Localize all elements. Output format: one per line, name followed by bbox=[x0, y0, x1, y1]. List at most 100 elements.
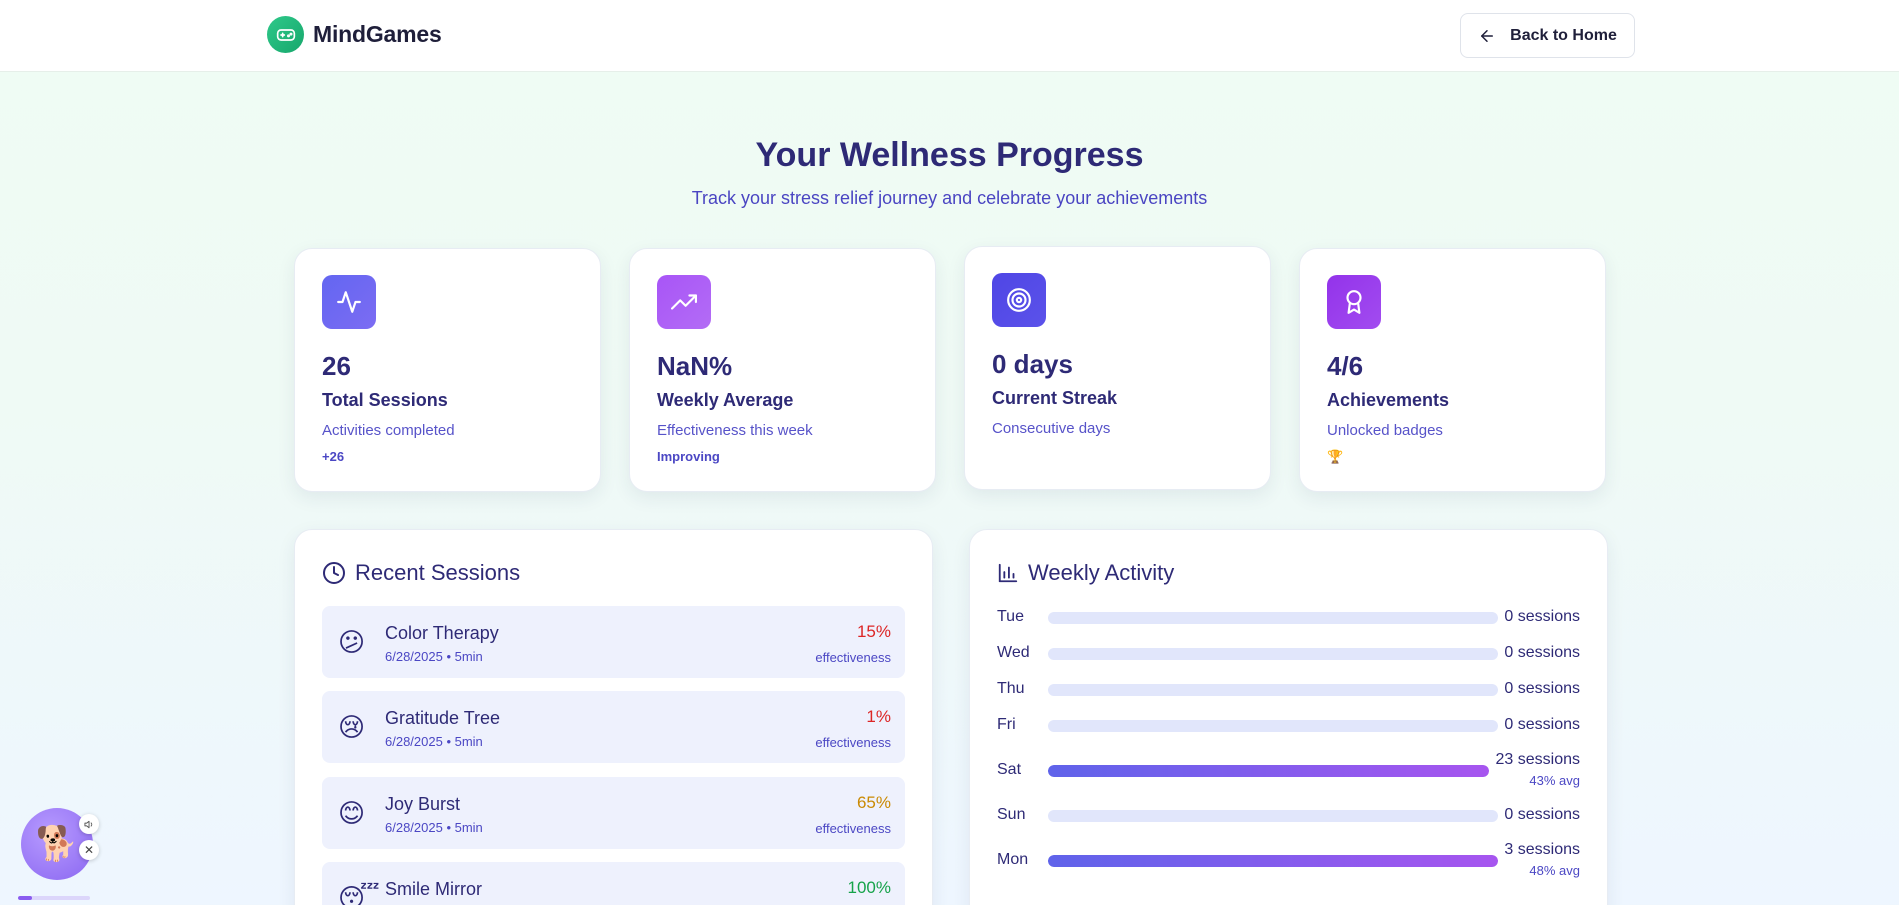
close-icon[interactable]: ✕ bbox=[79, 840, 99, 860]
recent-sessions-heading: Recent Sessions bbox=[355, 560, 521, 585]
brand[interactable]: MindGames bbox=[267, 16, 442, 53]
day-row: Wed 0 sessions bbox=[997, 644, 1580, 664]
activity-icon bbox=[322, 275, 376, 329]
weekly-activity-heading: Weekly Activity bbox=[1028, 560, 1175, 585]
day-row: Tue 0 sessions bbox=[997, 608, 1580, 628]
stat-description: Effectiveness this week bbox=[657, 422, 813, 439]
mood-emoji: 😕 bbox=[338, 627, 366, 657]
companion-progress-fill bbox=[18, 896, 33, 900]
stat-label: Total Sessions bbox=[322, 390, 448, 410]
stat-value: 0 days bbox=[992, 349, 1073, 379]
day-session-count: 0 sessions bbox=[1504, 608, 1580, 625]
day-row: Sun 0 sessions bbox=[997, 806, 1580, 826]
activity-bar-fill bbox=[1048, 765, 1489, 777]
day-row: Thu 0 sessions bbox=[997, 680, 1580, 700]
day-session-count: 0 sessions bbox=[1504, 644, 1580, 661]
stat-label: Weekly Average bbox=[657, 390, 794, 410]
mood-emoji: 😊 bbox=[338, 798, 366, 828]
activity-bar-track bbox=[1048, 720, 1498, 732]
day-average: 48% avg bbox=[1529, 863, 1580, 878]
session-effectiveness: 15% bbox=[856, 622, 891, 641]
weekly-activity-panel: Weekly Activity Tue 0 sessions Wed 0 ses… bbox=[969, 529, 1608, 905]
day-session-count: 0 sessions bbox=[1504, 680, 1580, 697]
stat-description: Unlocked badges bbox=[1327, 422, 1443, 439]
recent-sessions-panel: Recent Sessions 😕 Color Therapy 6/28/202… bbox=[294, 529, 933, 905]
session-meta: 6/28/2025 • 5min bbox=[385, 649, 483, 664]
day-label: Fri bbox=[997, 716, 1016, 733]
brand-name: MindGames bbox=[313, 21, 442, 47]
companion-progress-bar bbox=[18, 896, 90, 900]
day-label: Mon bbox=[997, 851, 1029, 868]
mood-emoji: 😴 bbox=[338, 883, 380, 905]
stat-extra bbox=[992, 447, 1243, 463]
stat-value: NaN% bbox=[657, 351, 733, 381]
activity-bar-track bbox=[1048, 684, 1498, 696]
stat-card-weekly-average: NaN% Weekly Average Effectiveness this w… bbox=[629, 248, 936, 492]
activity-bar-track bbox=[1048, 648, 1498, 660]
session-meta: 6/28/2025 • 5min bbox=[385, 734, 483, 749]
recent-sessions-title: Recent Sessions bbox=[322, 560, 520, 586]
day-row: Sat 23 sessions 43% avg bbox=[997, 751, 1580, 788]
stat-extra: Improving bbox=[657, 449, 720, 464]
day-session-count: 0 sessions bbox=[1504, 806, 1580, 823]
companion-widget[interactable]: 🐕 ✕ bbox=[21, 808, 99, 882]
day-row: Fri 0 sessions bbox=[997, 716, 1580, 736]
day-label: Tue bbox=[997, 608, 1024, 625]
trophy-icon: 🏆 bbox=[1327, 449, 1344, 464]
session-name: Gratitude Tree bbox=[385, 708, 501, 728]
day-label: Sat bbox=[997, 761, 1022, 778]
speaker-icon[interactable] bbox=[79, 814, 99, 834]
activity-bar-track bbox=[1048, 612, 1498, 624]
session-item[interactable]: 😕 Color Therapy 6/28/2025 • 5min 15% eff… bbox=[322, 606, 905, 678]
stat-value: 26 bbox=[322, 351, 351, 381]
activity-bar-fill bbox=[1048, 855, 1498, 867]
stat-description: Activities completed bbox=[322, 422, 455, 439]
session-effectiveness-label: effectiveness bbox=[815, 735, 891, 750]
stat-label: Current Streak bbox=[992, 388, 1118, 408]
mood-emoji: 😢 bbox=[338, 712, 366, 742]
day-label: Thu bbox=[997, 680, 1025, 697]
day-row: Mon 3 sessions 48% avg bbox=[997, 841, 1580, 878]
session-name: Joy Burst bbox=[385, 794, 461, 814]
back-to-home-label: Back to Home bbox=[1510, 26, 1617, 44]
stat-value: 4/6 bbox=[1327, 351, 1364, 381]
session-effectiveness-label: effectiveness bbox=[815, 650, 891, 665]
day-label: Wed bbox=[997, 644, 1030, 661]
top-bar: MindGames Back to Home bbox=[0, 0, 1899, 72]
session-effectiveness-label: effectiveness bbox=[815, 821, 891, 836]
trending-up-icon bbox=[657, 275, 711, 329]
stat-card-current-streak: 0 days Current Streak Consecutive days bbox=[964, 246, 1271, 490]
session-name: Color Therapy bbox=[385, 623, 499, 643]
session-name: Smile Mirror bbox=[385, 879, 482, 899]
session-item[interactable]: 😊 Joy Burst 6/28/2025 • 5min 65% effecti… bbox=[322, 777, 905, 849]
clock-icon bbox=[323, 562, 345, 584]
page-title: Your Wellness Progress bbox=[755, 136, 1144, 174]
arrow-left-icon bbox=[1481, 29, 1494, 42]
award-icon bbox=[1327, 275, 1381, 329]
activity-bar-track bbox=[1048, 810, 1498, 822]
session-effectiveness: 65% bbox=[856, 793, 891, 812]
session-item[interactable]: 😢 Gratitude Tree 6/28/2025 • 5min 1% eff… bbox=[322, 691, 905, 763]
gamepad-icon bbox=[267, 16, 304, 53]
bar-chart-icon bbox=[998, 563, 1018, 583]
stat-extra: +26 bbox=[322, 449, 345, 464]
day-label: Sun bbox=[997, 806, 1026, 823]
session-effectiveness: 1% bbox=[866, 707, 891, 726]
session-effectiveness: 100% bbox=[847, 878, 891, 897]
back-to-home-button[interactable]: Back to Home bbox=[1460, 13, 1635, 58]
stat-label: Achievements bbox=[1327, 390, 1450, 410]
activity-bar-track bbox=[1048, 855, 1498, 867]
stat-card-achievements: 4/6 Achievements Unlocked badges 🏆 bbox=[1299, 248, 1606, 492]
day-session-count: 0 sessions bbox=[1504, 716, 1580, 733]
day-session-count: 3 sessions bbox=[1504, 841, 1580, 858]
stat-card-total-sessions: 26 Total Sessions Activities completed +… bbox=[294, 248, 601, 492]
session-item[interactable]: 😴 Smile Mirror 100% bbox=[322, 862, 905, 905]
day-session-count: 23 sessions bbox=[1495, 751, 1581, 768]
page-subtitle: Track your stress relief journey and cel… bbox=[691, 188, 1208, 208]
session-meta: 6/28/2025 • 5min bbox=[385, 820, 483, 835]
weekly-activity-title: Weekly Activity bbox=[997, 560, 1174, 586]
activity-bar-track bbox=[1048, 765, 1489, 777]
day-average: 43% avg bbox=[1529, 773, 1580, 788]
stat-description: Consecutive days bbox=[992, 420, 1111, 437]
target-icon bbox=[992, 273, 1046, 327]
